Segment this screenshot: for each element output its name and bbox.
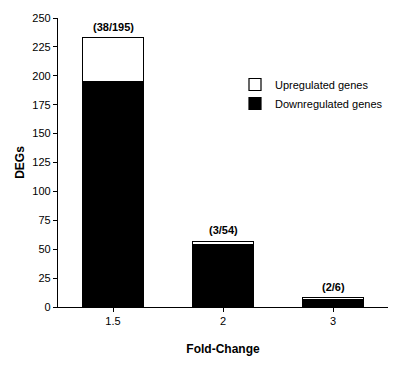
svg-text:(38/195): (38/195) <box>93 21 134 33</box>
svg-text:75: 75 <box>38 214 50 226</box>
svg-text:3: 3 <box>330 315 336 327</box>
svg-text:0: 0 <box>45 301 51 313</box>
svg-text:200: 200 <box>32 70 50 82</box>
svg-text:Downregulated genes: Downregulated genes <box>275 98 383 110</box>
svg-text:25: 25 <box>38 272 50 284</box>
svg-text:2: 2 <box>220 315 226 327</box>
svg-text:DEGs: DEGs <box>13 146 27 179</box>
svg-text:(2/6): (2/6) <box>322 281 345 293</box>
svg-text:50: 50 <box>38 243 50 255</box>
svg-text:100: 100 <box>32 185 50 197</box>
svg-text:250: 250 <box>32 12 50 24</box>
svg-text:1.5: 1.5 <box>105 315 120 327</box>
svg-text:Upregulated genes: Upregulated genes <box>275 79 368 91</box>
svg-text:Fold-Change: Fold-Change <box>186 342 260 356</box>
svg-text:150: 150 <box>32 127 50 139</box>
svg-text:225: 225 <box>32 41 50 53</box>
svg-text:125: 125 <box>32 156 50 168</box>
svg-text:(3/54): (3/54) <box>209 224 238 236</box>
svg-text:175: 175 <box>32 99 50 111</box>
